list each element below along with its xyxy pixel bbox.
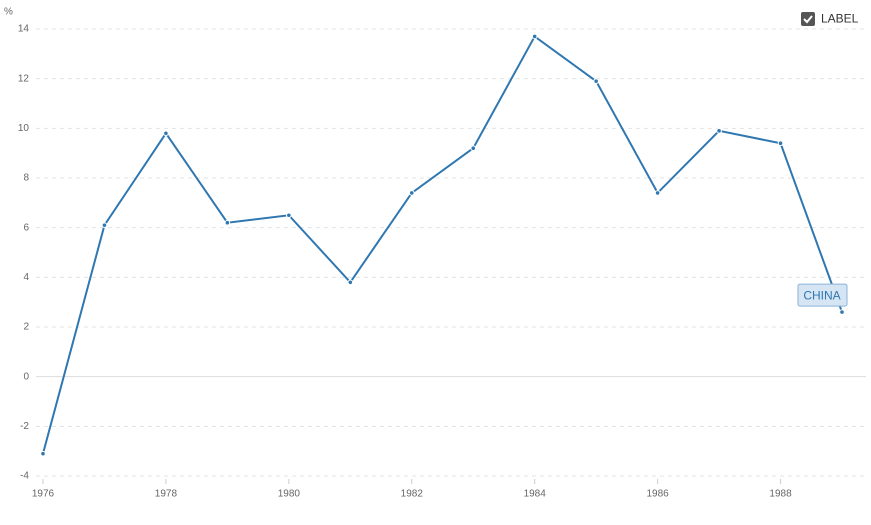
y-tick-label: -2: [20, 421, 29, 432]
y-tick-label: -4: [20, 471, 29, 482]
x-tick-label: 1980: [278, 489, 301, 500]
y-tick-label: 12: [18, 73, 30, 84]
data-point: [408, 190, 415, 196]
legend-toggle[interactable]: LABEL: [801, 12, 859, 26]
y-tick-label: 0: [23, 371, 29, 382]
data-point: [40, 450, 46, 457]
x-tick-label: 1976: [32, 489, 55, 500]
x-tick-label: 1978: [155, 489, 178, 500]
data-point: [716, 128, 722, 134]
data-point: [531, 33, 538, 40]
y-tick-label: 14: [18, 24, 30, 35]
checkmark: [803, 15, 813, 24]
label-box: [797, 283, 848, 307]
data-point: [347, 279, 354, 286]
checkbox[interactable]: [801, 12, 815, 26]
series-end-label: CHINA: [797, 283, 848, 307]
series-line: [42, 34, 843, 454]
data-point: [654, 190, 661, 196]
x-tick-label: 1986: [646, 489, 669, 500]
x-tick-label: 1982: [401, 489, 424, 500]
data-point: [224, 219, 231, 226]
y-tick-label: 8: [23, 173, 29, 184]
series-name: CHINA: [803, 288, 840, 302]
data-point: [286, 212, 292, 219]
data-point: [470, 145, 477, 151]
data-point: [101, 222, 108, 228]
x-tick-label: 1984: [524, 489, 547, 500]
y-tick-label: 2: [23, 322, 29, 333]
x-tick-label: 1988: [769, 489, 792, 500]
y-tick-label: 6: [23, 222, 29, 233]
data-point: [593, 78, 599, 84]
data-point: [163, 130, 169, 137]
y-tick-label: 4: [23, 272, 29, 283]
data-point: [777, 140, 784, 147]
y-axis-unit: %: [4, 7, 13, 18]
y-tick-label: 10: [18, 123, 30, 134]
data-point: [839, 309, 845, 315]
legend-label[interactable]: LABEL: [821, 12, 859, 26]
